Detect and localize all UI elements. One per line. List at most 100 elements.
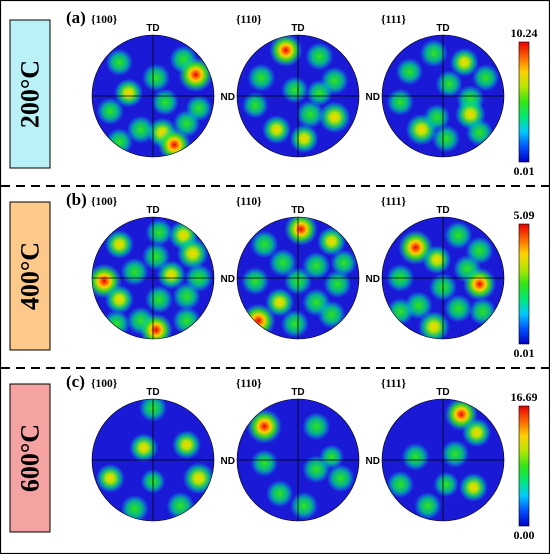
intensity-spot xyxy=(281,76,309,104)
pole-figure-outline xyxy=(91,34,215,158)
nd-label: ND xyxy=(221,456,235,467)
intensity-spot xyxy=(172,282,201,311)
pole-family-label: {111} xyxy=(381,378,407,390)
pole-family-label: {110} xyxy=(236,14,262,26)
intensity-spot xyxy=(306,79,333,107)
pole-figure-110: {110} TD ND xyxy=(221,196,360,340)
intensity-spot xyxy=(463,267,497,301)
intensity-spot xyxy=(386,470,414,498)
pole-family-label: {100} xyxy=(91,196,118,208)
pole-figure-outline xyxy=(236,216,360,340)
intensity-spot xyxy=(319,444,344,470)
intensity-spot xyxy=(317,300,346,329)
intensity-spot xyxy=(302,412,331,441)
intensity-spot xyxy=(95,463,125,493)
intensity-spot xyxy=(266,480,294,508)
intensity-spot xyxy=(145,285,174,314)
pole-figure-100: {100} TD xyxy=(91,378,215,522)
intensity-spot xyxy=(422,245,452,275)
intensity-spot xyxy=(401,443,430,471)
intensity-spot xyxy=(420,39,448,68)
intensity-spot xyxy=(268,248,297,277)
intensity-spot xyxy=(450,48,479,77)
color-scale-bar xyxy=(518,405,530,527)
intensity-spot xyxy=(185,95,212,122)
intensity-spot xyxy=(423,104,450,131)
intensity-spot xyxy=(242,92,269,119)
intensity-spot xyxy=(114,78,143,108)
intensity-spot xyxy=(183,462,214,495)
td-label: TD xyxy=(146,23,159,34)
intensity-spot xyxy=(176,237,209,270)
color-scale-bar xyxy=(518,223,530,345)
scale-min-label: 0.01 xyxy=(514,164,535,178)
nd-label: ND xyxy=(221,92,235,103)
pole-figure-100: {100} TD xyxy=(91,196,215,340)
pole-figure-outline xyxy=(236,34,360,158)
nd-label: ND xyxy=(366,274,380,285)
panel-row-2: 400°C (b) {100} TD {110} TD ND {111} TD ND 5.09 0.0… xyxy=(9,190,535,360)
pole-family-label: {100} xyxy=(91,14,118,26)
nd-label: ND xyxy=(221,274,235,285)
intensity-spot xyxy=(462,418,491,447)
temperature-box xyxy=(9,383,51,533)
intensity-spot xyxy=(290,491,318,520)
pole-figure-outline xyxy=(381,34,505,158)
td-label: TD xyxy=(436,23,449,34)
intensity-spot xyxy=(284,217,318,246)
intensity-spot xyxy=(395,58,423,86)
intensity-spot xyxy=(246,408,282,444)
pole-family-label: {111} xyxy=(381,196,407,208)
panel-row-1: 200°C (a) {100} TD {110} TD ND {111} TD ND 10.24 0.… xyxy=(9,8,538,178)
pole-figure-outline xyxy=(91,216,215,340)
pole-figure-outline xyxy=(381,398,505,522)
pole-figure-100: {100} TD xyxy=(91,14,215,158)
intensity-spot xyxy=(444,294,473,323)
intensity-spot xyxy=(289,124,319,154)
pole-figure-111: {111} TD ND xyxy=(366,14,505,158)
pole-family-label: {111} xyxy=(381,14,407,26)
nd-label: ND xyxy=(366,456,380,467)
temperature-box xyxy=(9,201,51,351)
pole-family-label: {100} xyxy=(91,378,118,390)
pole-figure-outline xyxy=(381,216,505,340)
intensity-spot xyxy=(418,311,450,339)
pole-figure-111: {111} TD ND xyxy=(366,196,505,340)
temperature-label: 400°C xyxy=(16,242,45,310)
pole-figure-110: {110} TD ND xyxy=(221,378,360,522)
intensity-spot xyxy=(145,218,173,246)
color-scale-bar xyxy=(518,41,530,163)
pole-figure-111: {111} TD ND xyxy=(366,378,505,522)
intensity-spot xyxy=(265,288,295,317)
intensity-spot xyxy=(326,464,355,493)
intensity-spot xyxy=(323,270,352,298)
intensity-spot xyxy=(156,260,186,290)
scale-min-label: 0.00 xyxy=(514,528,535,542)
intensity-spot xyxy=(250,449,278,477)
td-label: TD xyxy=(146,205,159,216)
temperature-label: 600°C xyxy=(16,424,45,492)
panel-row-3: 600°C (c) {100} TD {110} TD ND {111} TD ND 16.69 0.… xyxy=(9,372,538,542)
scale-min-label: 0.01 xyxy=(514,346,535,360)
pole-family-label: {110} xyxy=(236,196,262,208)
intensity-spot xyxy=(432,124,460,153)
panel-label: (a) xyxy=(66,8,86,27)
panel-label: (c) xyxy=(66,372,85,391)
intensity-spot xyxy=(105,48,133,76)
intensity-spot xyxy=(305,42,334,71)
intensity-spot xyxy=(178,57,214,93)
intensity-spot xyxy=(151,88,179,116)
intensity-spot xyxy=(386,88,414,116)
scale-max-label: 10.24 xyxy=(511,26,538,40)
intensity-spot xyxy=(302,251,331,280)
td-label: TD xyxy=(436,387,449,398)
pole-figure-outline xyxy=(91,398,215,522)
intensity-spot xyxy=(250,230,279,259)
intensity-spot xyxy=(281,309,309,338)
intensity-spot xyxy=(262,115,291,144)
intensity-spot xyxy=(120,258,149,286)
intensity-spot xyxy=(435,70,463,98)
pole-figure-110: {110} TD ND xyxy=(221,14,360,158)
td-label: TD xyxy=(291,205,304,216)
